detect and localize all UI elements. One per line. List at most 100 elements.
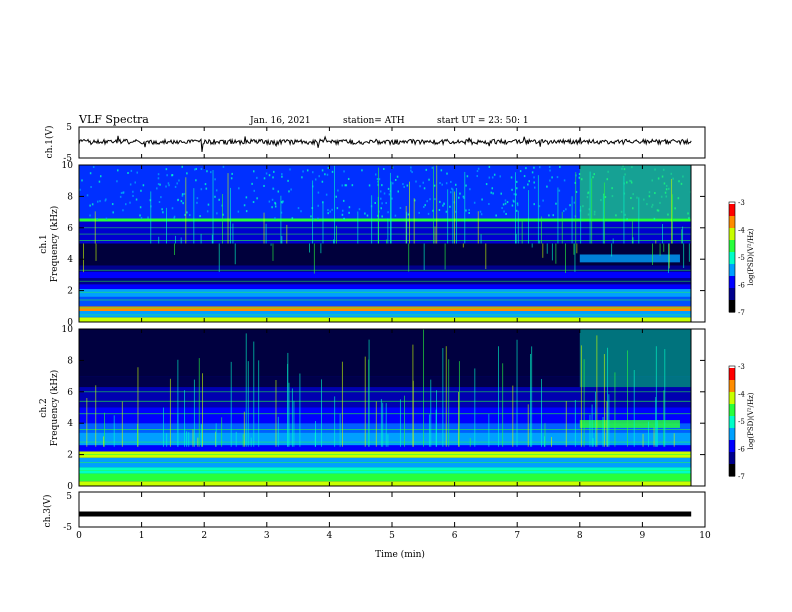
burst-region xyxy=(579,165,692,219)
noise-speckle xyxy=(132,194,134,197)
noise-speckle xyxy=(253,170,255,173)
noise-speckle xyxy=(407,213,410,216)
noise-speckle xyxy=(485,183,488,186)
noise-speckle xyxy=(531,171,534,174)
noise-speckle xyxy=(449,191,452,194)
colorbar-swatch xyxy=(729,392,735,395)
noise-speckle xyxy=(263,177,266,180)
colorbar-swatch xyxy=(729,468,735,471)
noise-speckle xyxy=(381,202,383,205)
colorbar-swatch xyxy=(729,242,735,245)
noise-speckle xyxy=(122,209,124,212)
colorbar-swatch xyxy=(729,454,735,457)
ytick-label: 4 xyxy=(67,255,73,265)
noise-speckle xyxy=(366,214,369,217)
noise-speckle xyxy=(358,208,361,211)
colorbar-swatch xyxy=(729,436,735,439)
colorbar-swatch xyxy=(729,448,735,451)
noise-speckle xyxy=(653,217,656,220)
ch2-spectrogram-ylabel-channel: ch.2 xyxy=(39,398,49,417)
colorbar-swatch xyxy=(729,376,735,379)
noise-speckle xyxy=(351,184,354,187)
colorbar-frame xyxy=(728,365,736,477)
colorbar-swatch xyxy=(729,290,735,293)
colorbar-swatch xyxy=(729,302,735,305)
noise-speckle xyxy=(157,183,160,186)
noise-speckle xyxy=(209,171,212,174)
noise-speckle xyxy=(182,202,184,205)
colorbar-swatch xyxy=(729,462,735,465)
noise-speckle xyxy=(160,196,162,199)
noise-speckle xyxy=(237,210,240,213)
ytick-label: 0 xyxy=(67,318,73,328)
noise-speckle xyxy=(413,199,416,202)
ch2-colorbar-label: log(PSD)(V²/Hz) xyxy=(747,392,755,449)
colorbar-swatch xyxy=(729,370,735,373)
noise-speckle xyxy=(245,196,248,199)
frequency-band xyxy=(79,445,692,452)
noise-speckle xyxy=(280,211,283,214)
noise-speckle xyxy=(379,190,382,193)
frequency-band xyxy=(79,284,692,290)
colorbar-swatch xyxy=(729,204,735,207)
noise-speckle xyxy=(186,211,188,214)
noise-speckle xyxy=(445,210,448,213)
colorbar-swatch xyxy=(729,268,735,271)
noise-speckle xyxy=(499,175,501,178)
noise-speckle xyxy=(312,171,314,174)
colorbar-swatch xyxy=(729,284,735,287)
noise-speckle xyxy=(533,176,535,179)
noise-speckle xyxy=(415,180,417,183)
noise-speckle xyxy=(426,200,428,203)
noise-speckle xyxy=(431,166,434,169)
noise-speckle xyxy=(468,208,470,211)
noise-speckle xyxy=(199,215,201,218)
noise-speckle xyxy=(418,211,420,214)
colorbar-swatch xyxy=(729,308,735,311)
frequency-band xyxy=(79,432,692,446)
noise-speckle xyxy=(428,178,430,181)
noise-speckle xyxy=(348,206,351,209)
frequency-band xyxy=(79,423,692,433)
noise-speckle xyxy=(105,217,108,220)
noise-speckle xyxy=(290,188,292,191)
noise-speckle xyxy=(165,185,167,188)
ytick-label: 10 xyxy=(62,325,74,335)
noise-speckle xyxy=(325,193,328,196)
noise-speckle xyxy=(538,166,541,169)
noise-speckle xyxy=(476,170,479,173)
noise-speckle xyxy=(419,185,421,188)
noise-speckle xyxy=(317,191,320,194)
noise-speckle xyxy=(515,180,518,183)
noise-speckle xyxy=(221,204,223,207)
colorbar-swatch xyxy=(729,248,735,251)
colorbar-swatch xyxy=(729,274,735,277)
noise-speckle xyxy=(411,171,413,174)
noise-speckle xyxy=(500,192,502,195)
noise-speckle xyxy=(273,170,275,173)
colorbar-swatch xyxy=(729,246,735,249)
noise-speckle xyxy=(287,179,289,182)
noise-speckle xyxy=(132,190,134,193)
noise-speckle xyxy=(136,171,139,174)
colorbar-swatch xyxy=(729,292,735,295)
noise-speckle xyxy=(480,213,483,216)
noise-speckle xyxy=(427,212,430,215)
burst-band xyxy=(579,420,680,428)
colorbar-swatch xyxy=(729,438,735,441)
time-tick-label: 6 xyxy=(452,531,458,541)
noise-speckle xyxy=(288,190,290,193)
noise-speckle xyxy=(324,173,326,176)
noise-speckle xyxy=(469,188,471,191)
noise-speckle xyxy=(368,184,371,187)
noise-speckle xyxy=(289,168,291,171)
noise-speckle xyxy=(157,177,160,180)
noise-speckle xyxy=(79,188,81,191)
noise-speckle xyxy=(513,200,515,203)
noise-speckle xyxy=(380,197,382,200)
colorbar-tick-label: -3 xyxy=(738,363,745,371)
colorbar-swatch xyxy=(729,414,735,417)
noise-speckle xyxy=(281,173,283,176)
noise-speckle xyxy=(271,206,273,209)
colorbar-swatch xyxy=(729,472,735,475)
